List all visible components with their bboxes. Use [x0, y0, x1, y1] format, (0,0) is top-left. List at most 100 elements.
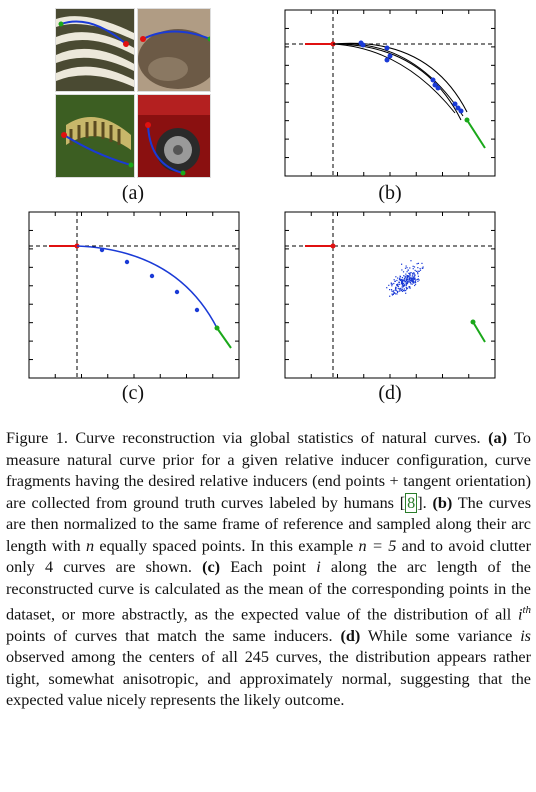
- scatter-point: [417, 273, 419, 275]
- scatter-point: [407, 277, 409, 279]
- scatter-point: [413, 278, 415, 281]
- scatter-point: [410, 279, 412, 281]
- scatter-point: [409, 274, 411, 277]
- dataset-curve: [332, 43, 462, 121]
- panel-a: [55, 8, 211, 183]
- reconstructed-point: [194, 307, 200, 313]
- scatter-point: [394, 280, 396, 282]
- scatter-point: [409, 281, 411, 283]
- scatter-point: [402, 285, 404, 287]
- scatter-point: [395, 289, 397, 291]
- scatter-point: [409, 287, 411, 289]
- scatter-point: [399, 290, 401, 292]
- end-inducer-point: [214, 325, 220, 331]
- scatter-point: [403, 278, 406, 280]
- scatter-point: [408, 280, 410, 282]
- scatter-point: [417, 272, 419, 274]
- reconstructed-point: [124, 259, 130, 265]
- seal-image: [138, 9, 210, 91]
- scatter-point: [398, 288, 400, 290]
- panel-a-label: (a): [121, 182, 145, 204]
- scatter-point: [412, 280, 414, 283]
- scatter-point: [414, 281, 417, 283]
- scatter-point: [414, 278, 416, 280]
- scatter-point: [412, 265, 414, 267]
- panel-b-label: (b): [378, 182, 402, 204]
- scatter-point: [413, 275, 415, 278]
- scatter-point: [400, 288, 402, 290]
- scatter-point: [412, 274, 414, 276]
- scatter-point: [421, 262, 423, 265]
- scatter-point: [409, 277, 411, 279]
- scatter-point: [415, 270, 417, 272]
- figure-caption: Figure 1. Curve reconstruction via globa…: [6, 429, 532, 710]
- scatter-point: [409, 280, 412, 282]
- scatter-point: [417, 280, 419, 282]
- sample-point: [360, 42, 366, 48]
- scatter-point: [414, 269, 416, 272]
- scatter-point: [390, 283, 392, 285]
- panel-c-plot: [27, 210, 241, 380]
- scatter-point: [399, 289, 401, 291]
- scatter-point: [405, 288, 408, 290]
- caption-d-label: (d): [340, 626, 361, 645]
- scatter-point: [400, 278, 403, 281]
- scatter-point: [412, 281, 414, 284]
- scatter-point: [417, 275, 420, 277]
- scatter-point: [401, 290, 403, 292]
- scatter-point: [397, 287, 399, 289]
- sample-point: [430, 77, 436, 83]
- start-inducer-point: [330, 243, 336, 249]
- scatter-point: [413, 277, 415, 280]
- scatter-point: [411, 279, 413, 281]
- scatter-point: [408, 275, 410, 278]
- scatter-point: [405, 289, 407, 292]
- scatter-point: [414, 277, 416, 279]
- scatter-point: [408, 278, 410, 280]
- scatter-point: [413, 281, 415, 283]
- scatter-point: [397, 290, 399, 292]
- end-inducer-point: [464, 117, 470, 123]
- panel-c-label: (c): [121, 382, 145, 404]
- scatter-point: [386, 287, 388, 289]
- scatter-point: [401, 279, 403, 281]
- scatter-point: [407, 279, 409, 281]
- plot-frame: [28, 211, 240, 379]
- scatter-point: [403, 284, 406, 286]
- reconstructed-point: [99, 247, 105, 253]
- scatter-point: [399, 283, 401, 285]
- scatter-point: [401, 280, 403, 282]
- scatter-point: [392, 291, 394, 293]
- dataset-curve: [332, 42, 468, 113]
- scatter-point: [408, 272, 410, 274]
- scatter-point: [388, 284, 390, 286]
- scatter-point: [393, 290, 395, 292]
- scatter-point: [397, 277, 399, 279]
- scatter-point: [417, 270, 419, 272]
- scatter-point: [418, 270, 420, 272]
- scatter-point: [407, 269, 409, 271]
- scatter-point: [397, 283, 399, 285]
- scatter-point: [412, 268, 414, 270]
- scatter-point: [389, 289, 391, 291]
- dataset-curve: [332, 43, 464, 117]
- sample-point: [435, 85, 441, 91]
- sample-point: [452, 101, 458, 107]
- scatter-point: [407, 278, 409, 280]
- scatter-point: [399, 279, 402, 282]
- scatter-point: [405, 282, 407, 285]
- scatter-point: [397, 285, 400, 287]
- scatter-point: [409, 273, 411, 276]
- scatter-point: [405, 284, 407, 287]
- citation-link[interactable]: 8: [405, 492, 418, 513]
- scatter-point: [403, 285, 406, 287]
- scatter-point: [411, 280, 413, 283]
- scatter-point: [404, 280, 406, 282]
- scatter-point: [407, 281, 409, 283]
- scatter-point: [419, 267, 421, 270]
- scatter-point: [401, 286, 403, 288]
- scatter-point: [401, 283, 404, 285]
- scatter-point: [409, 272, 411, 274]
- reconstructed-point: [174, 289, 180, 295]
- scatter-point: [406, 278, 408, 281]
